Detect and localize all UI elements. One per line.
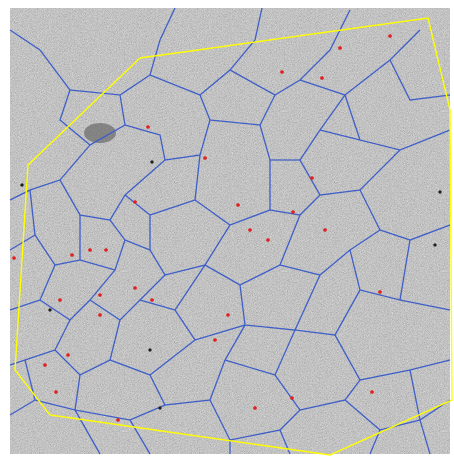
texture bbox=[10, 8, 450, 454]
particle bbox=[433, 243, 437, 247]
edge bbox=[369, 429, 381, 455]
particle bbox=[104, 248, 108, 252]
particle bbox=[116, 418, 120, 422]
edge bbox=[54, 319, 121, 376]
particle bbox=[98, 313, 102, 317]
particle bbox=[388, 34, 392, 38]
edge bbox=[409, 369, 421, 421]
edge bbox=[174, 284, 246, 341]
edge bbox=[349, 239, 411, 301]
particle bbox=[253, 406, 257, 410]
voronoi-edges bbox=[9, 7, 451, 455]
particle bbox=[213, 338, 217, 342]
particle bbox=[290, 396, 294, 400]
edge bbox=[204, 214, 301, 286]
edge bbox=[279, 229, 381, 276]
particle bbox=[150, 298, 154, 302]
particle bbox=[378, 290, 382, 294]
edge bbox=[9, 319, 71, 366]
particle bbox=[266, 238, 270, 242]
edge bbox=[79, 219, 126, 271]
particle bbox=[133, 286, 137, 290]
artifact bbox=[84, 123, 116, 143]
edge bbox=[419, 419, 431, 455]
edge bbox=[344, 94, 451, 151]
edge bbox=[274, 374, 361, 411]
edge bbox=[39, 269, 116, 321]
edge bbox=[359, 189, 451, 241]
particle bbox=[58, 298, 62, 302]
particle bbox=[70, 253, 74, 257]
particle bbox=[98, 293, 102, 297]
edge bbox=[89, 274, 166, 321]
particle bbox=[310, 176, 314, 180]
convex-hull bbox=[14, 17, 453, 456]
edge bbox=[74, 409, 101, 455]
edge bbox=[279, 429, 291, 455]
particle bbox=[88, 248, 92, 252]
particle bbox=[150, 160, 154, 164]
particle bbox=[323, 228, 327, 232]
edge bbox=[299, 149, 401, 196]
particle bbox=[133, 200, 137, 204]
edge bbox=[89, 124, 126, 146]
edge bbox=[129, 419, 151, 455]
particle bbox=[12, 256, 16, 260]
particle bbox=[203, 156, 207, 160]
particle bbox=[48, 308, 52, 312]
edge bbox=[149, 224, 231, 276]
particle bbox=[148, 348, 152, 352]
particle bbox=[338, 46, 342, 50]
particle bbox=[280, 70, 284, 74]
particle bbox=[370, 390, 374, 394]
particle bbox=[291, 210, 295, 214]
particle bbox=[248, 228, 252, 232]
particle bbox=[146, 125, 150, 129]
particle bbox=[236, 203, 240, 207]
particle bbox=[54, 390, 58, 394]
particle bbox=[438, 190, 442, 194]
edge bbox=[344, 399, 451, 431]
particle bbox=[158, 406, 162, 410]
particle bbox=[20, 183, 24, 187]
particles bbox=[12, 34, 442, 422]
edge bbox=[399, 299, 451, 311]
edge bbox=[34, 215, 81, 266]
edge bbox=[334, 334, 451, 381]
edge bbox=[9, 144, 91, 201]
particle bbox=[66, 353, 70, 357]
edge bbox=[299, 29, 421, 96]
edge bbox=[389, 59, 451, 101]
particle bbox=[320, 76, 324, 80]
particle bbox=[226, 313, 230, 317]
particle bbox=[43, 363, 47, 367]
edge bbox=[319, 129, 361, 141]
